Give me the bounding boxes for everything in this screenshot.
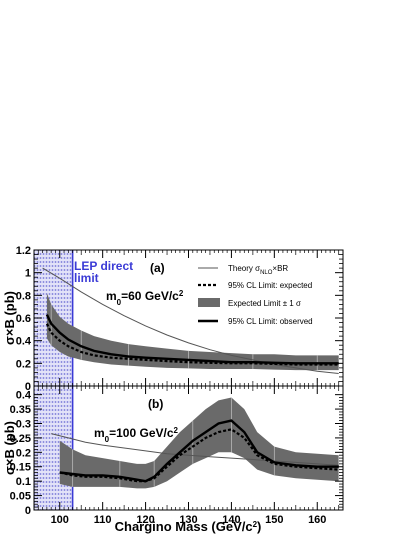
x-axis-label: Chargino Mass (GeV/c2) xyxy=(115,519,262,534)
legend-observed: 95% CL Limit: observed xyxy=(228,317,313,326)
expected-band xyxy=(59,397,340,489)
y-tick-label: 0.25 xyxy=(10,433,31,445)
m0-annotation: m0=100 GeV/c2 xyxy=(94,426,179,444)
x-tick-labels: 100 110 120 130 140 150 160 xyxy=(51,514,327,526)
x-tick-label: 150 xyxy=(265,514,283,526)
y-tick-label: 0.8 xyxy=(16,290,31,302)
panel-a: 0 0.2 0.4 0.6 0.8 1 1.2 LEP direct limit (a) m… xyxy=(2,245,344,393)
panel-b: 00.050.10.150.20.250.30.350.4 100 110 120 1… xyxy=(2,385,344,534)
y-tick-label: 0 xyxy=(25,381,31,393)
x-axis-label-sup: 2 xyxy=(253,520,258,529)
expected-limit-line xyxy=(59,428,339,483)
legend-theory-prefix: Theory σ xyxy=(228,264,260,273)
legend-band-swatch xyxy=(198,298,220,307)
x-tick-label: 140 xyxy=(222,514,240,526)
m0-sub: 0 xyxy=(105,435,110,444)
y-tick-label: 1.2 xyxy=(16,245,31,257)
y-tick-label: 0.4 xyxy=(16,336,32,348)
lep-label-line1: LEP direct xyxy=(74,259,133,273)
m0-sup: 2 xyxy=(174,426,179,435)
y-tick-label: 0.2 xyxy=(16,447,31,459)
m0-main: m xyxy=(106,289,117,303)
lep-label-line2: limit xyxy=(74,271,99,285)
y-axis-label: σ×B (pb) xyxy=(2,421,17,475)
m0-sub: 0 xyxy=(117,298,122,307)
y-tick-labels: 0 0.2 0.4 0.6 0.8 1 1.2 xyxy=(16,245,32,393)
x-tick-label: 120 xyxy=(136,514,154,526)
y-tick-labels: 0 0.05 0.1 0.15 0.2 0.25 0.3 0.35 0.4 xyxy=(10,390,32,517)
x-tick-label: 130 xyxy=(179,514,197,526)
m0-sup: 2 xyxy=(179,289,184,298)
y-tick-label: 0.4 xyxy=(16,390,32,402)
y-tick-label: 1 xyxy=(25,268,31,280)
legend-band: Expected Limit ± 1 σ xyxy=(228,299,301,308)
m0-rest: =60 GeV/c xyxy=(121,289,179,303)
legend-expected: 95% CL Limit: expected xyxy=(228,281,312,290)
series-lines xyxy=(51,419,339,483)
y-tick-label: 0.1 xyxy=(16,476,31,488)
y-tick-label: 0.2 xyxy=(16,358,31,370)
y-tick-label: 0.35 xyxy=(10,404,31,416)
x-axis-label-main: Chargino Mass (GeV/c xyxy=(115,519,253,534)
theory-line xyxy=(51,433,339,466)
y-tick-label: 0.15 xyxy=(10,462,31,474)
y-axis-label: σ×B (pb) xyxy=(2,291,17,345)
observed-limit-line xyxy=(59,419,339,483)
theory-line xyxy=(42,267,339,374)
m0-main: m xyxy=(94,426,105,440)
panel-tag: (b) xyxy=(148,397,163,411)
expected-limit-line xyxy=(45,323,339,366)
x-tick-label: 160 xyxy=(308,514,326,526)
axis-ticks xyxy=(34,386,343,511)
y-tick-label: 0.6 xyxy=(16,313,31,325)
x-axis-label-end: ) xyxy=(257,519,261,534)
legend-theory: Theory σNLO×BR xyxy=(228,264,288,276)
legend-theory-suffix: ×BR xyxy=(272,264,288,273)
panel-tag: (a) xyxy=(150,261,165,275)
m0-rest: =100 GeV/c xyxy=(109,426,174,440)
x-tick-label: 100 xyxy=(51,514,69,526)
expected-band-area xyxy=(59,397,339,489)
x-tick-label: 110 xyxy=(94,514,112,526)
expected-band-area xyxy=(46,293,339,371)
legend: Theory σNLO×BR 95% CL Limit: expected Ex… xyxy=(198,264,313,326)
series-lines xyxy=(42,267,339,374)
m0-annotation: m0=60 GeV/c2 xyxy=(106,289,184,307)
y-tick-label: 0 xyxy=(25,505,31,517)
observed-limit-line xyxy=(45,314,339,365)
y-tick-label: 0.05 xyxy=(10,491,31,503)
legend-theory-sub: NLO xyxy=(260,270,273,276)
y-tick-label: 0.3 xyxy=(16,418,31,430)
